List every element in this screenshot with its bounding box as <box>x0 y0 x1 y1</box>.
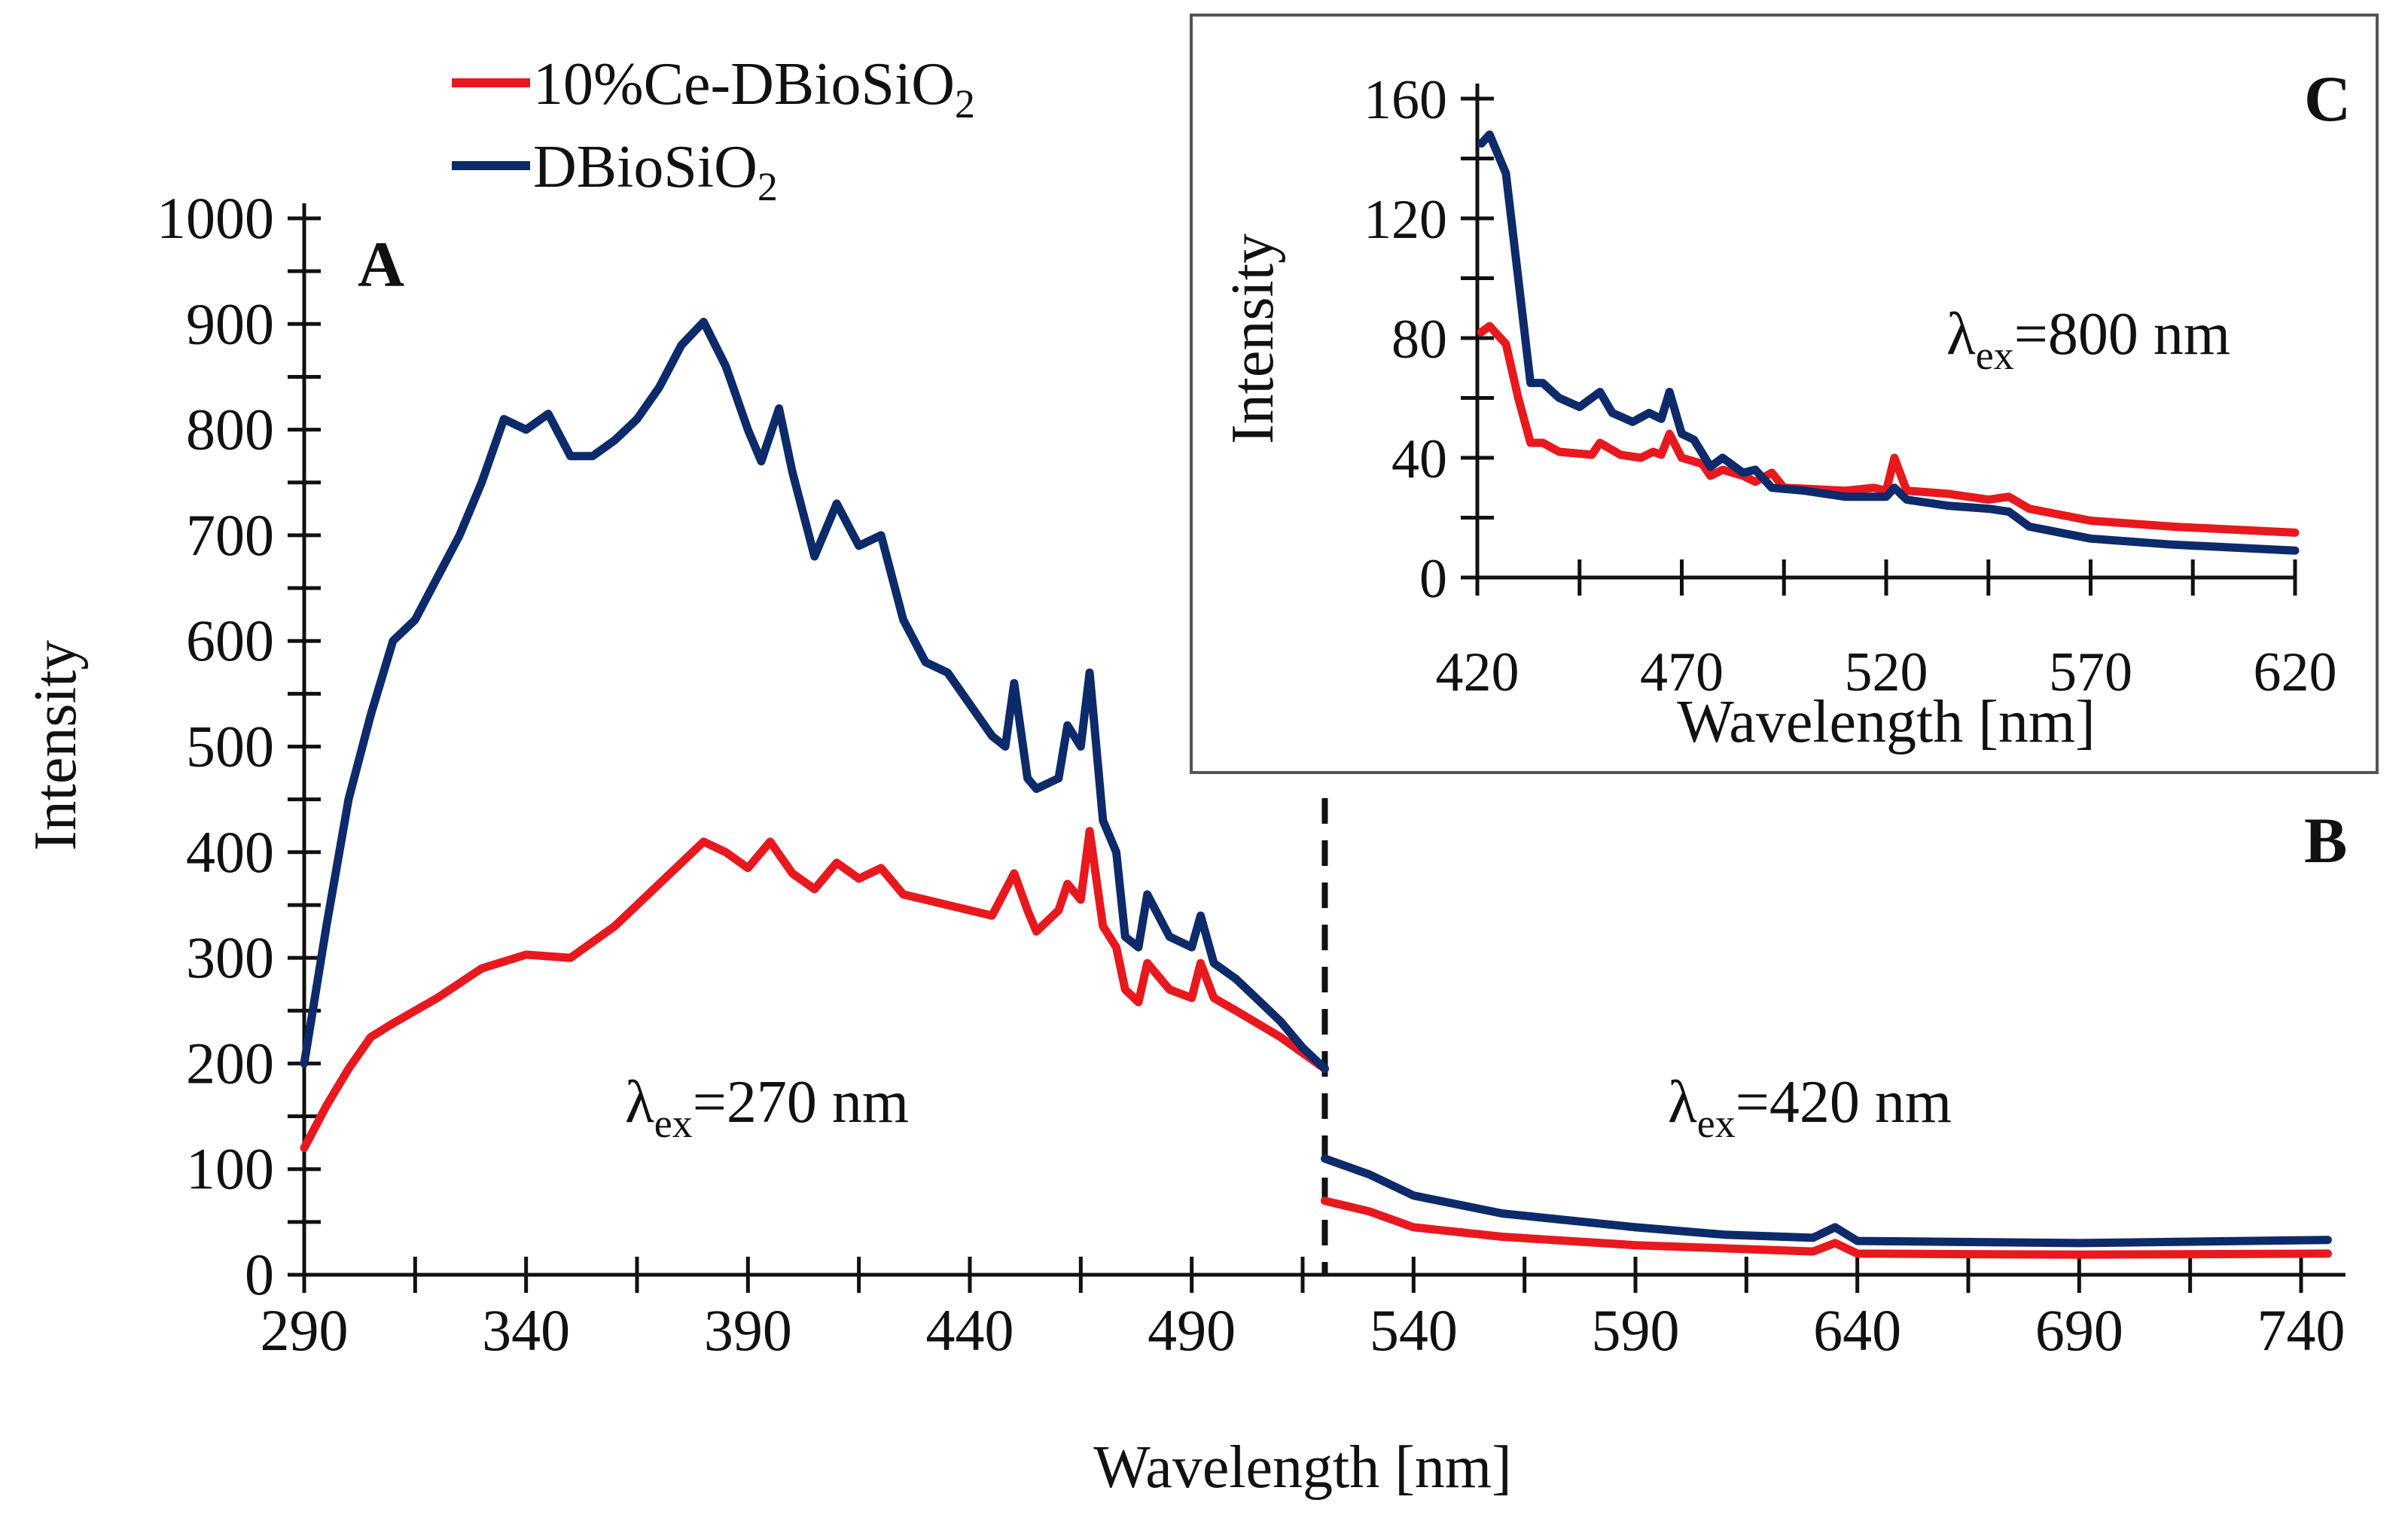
series-line-ce-dbiosio2 <box>1321 1196 2332 1259</box>
x-tick-label: 690 <box>2035 1297 2123 1363</box>
series-line-ce-dbiosio2 <box>300 827 1329 1153</box>
y-tick-label: 100 <box>186 1136 274 1202</box>
y-tick-label: 800 <box>186 397 274 462</box>
inset-series-line-ce-dbiosio2 <box>1477 322 2300 537</box>
series-line-dbiosio2 <box>1321 1154 2332 1248</box>
y-tick-label: 160 <box>1364 69 1447 131</box>
x-tick-label: 390 <box>704 1297 792 1363</box>
x-tick-label: 590 <box>1592 1297 1680 1363</box>
panel-label-a: A <box>358 228 404 300</box>
legend-label-dbio: DBioSiO2 <box>533 134 778 209</box>
x-tick-label: 490 <box>1148 1297 1236 1363</box>
y-tick-label: 120 <box>1364 189 1447 251</box>
inset-y-axis-title: Intensity <box>1220 233 1286 444</box>
x-tick-label: 740 <box>2257 1297 2346 1363</box>
annotation-ex-270: λex=270 nm <box>625 1069 909 1146</box>
x-tick-label: 470 <box>1640 642 1724 703</box>
annotation-ex-800: λex=800 nm <box>1946 301 2230 378</box>
y-tick-label: 600 <box>186 608 274 673</box>
x-tick-label: 640 <box>1813 1297 1901 1363</box>
x-tick-label: 520 <box>1845 642 1928 703</box>
legend-label-ce: 10%Ce-DBioSiO2 <box>533 51 975 126</box>
y-tick-label: 900 <box>186 291 274 356</box>
x-tick-label: 570 <box>2049 642 2132 703</box>
inset-series-line-dbiosio2 <box>1477 130 2300 555</box>
x-tick-label: 340 <box>482 1297 570 1363</box>
y-tick-label: 80 <box>1391 309 1447 370</box>
y-tick-label: 700 <box>186 502 274 568</box>
panel-label-b: B <box>2304 804 2347 876</box>
x-tick-label: 440 <box>926 1297 1014 1363</box>
inset-x-axis-title: Wavelength [nm] <box>1677 689 2096 755</box>
inset-plot: 0 40 80 120 160 420 470 520 570 620 <box>1364 69 2337 703</box>
x-axis-title: Wavelength [nm] <box>1093 1434 1512 1501</box>
panel-label-c: C <box>2304 62 2351 135</box>
y-tick-label: 200 <box>186 1030 274 1096</box>
y-tick-label: 0 <box>245 1242 274 1307</box>
y-tick-label: 500 <box>186 714 274 779</box>
y-tick-label: 1000 <box>157 185 274 251</box>
x-tick-label: 290 <box>261 1297 349 1363</box>
legend: 10%Ce-DBioSiO2 DBioSiO2 <box>452 51 975 209</box>
y-tick-label: 40 <box>1391 428 1447 490</box>
series-line-dbiosio2 <box>300 318 1329 1073</box>
y-tick-label: 300 <box>186 925 274 990</box>
y-tick-label: 0 <box>1419 548 1447 610</box>
annotation-ex-420: λex=420 nm <box>1668 1069 1952 1146</box>
x-tick-label: 420 <box>1436 642 1519 703</box>
y-axis-title: Intensity <box>23 640 89 851</box>
x-tick-label: 620 <box>2254 642 2337 703</box>
y-tick-label: 400 <box>186 819 274 885</box>
inset-frame <box>1190 14 2379 774</box>
x-tick-label: 540 <box>1370 1297 1458 1363</box>
